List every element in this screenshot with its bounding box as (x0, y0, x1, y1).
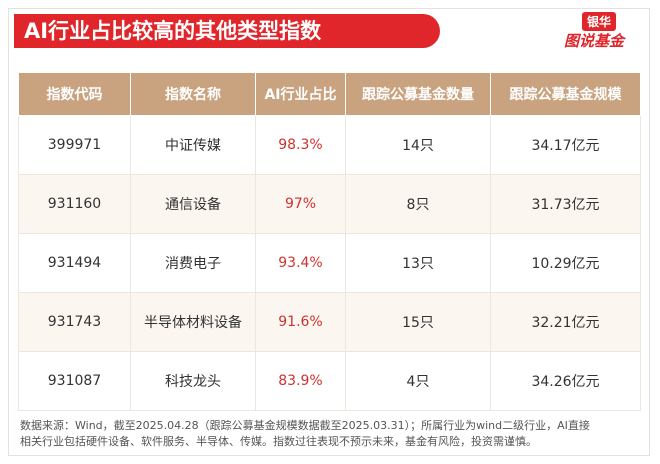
table-cell: 34.17亿元 (490, 115, 641, 175)
table-cell: 97% (255, 174, 346, 234)
table-cell: 消费电子 (130, 233, 256, 293)
footnote: 数据来源：Wind，截至2025.04.28（跟踪公募基金规模数据截至2025.… (20, 418, 644, 450)
header-row: 指数代码 指数名称 AI行业占比 跟踪公募基金数量 跟踪公募基金规模 (18, 72, 641, 116)
table-cell: 931494 (18, 233, 131, 293)
table-cell: 34.26亿元 (490, 351, 641, 411)
table-row: 931160 通信设备 97% 8只 31.73亿元 (18, 174, 641, 234)
column-header: AI行业占比 (255, 72, 346, 116)
table-cell: 通信设备 (130, 174, 256, 234)
table-cell: 399971 (18, 115, 131, 175)
logo-brand: 银华 (582, 12, 617, 31)
table-row: 399971 中证传媒 98.3% 14只 34.17亿元 (18, 115, 641, 175)
title: AI行业占比较高的其他类型指数 (14, 14, 440, 48)
table-body: 399971 中证传媒 98.3% 14只 34.17亿元 931160 通信设备 97% 8只… (18, 115, 641, 411)
table-cell: 31.73亿元 (490, 174, 641, 234)
table-cell: 13只 (345, 233, 491, 293)
frame (8, 8, 650, 456)
table-cell: 931160 (18, 174, 131, 234)
footnote-line: 相关行业包括硬件设备、软件服务、半导体、传媒。指数过往表现不预示未来，基金有风险… (20, 435, 537, 448)
table-cell: 15只 (345, 292, 491, 352)
column-header: 指数代码 (18, 72, 131, 116)
table-cell: 91.6% (255, 292, 346, 352)
column-header: 指数名称 (130, 72, 256, 116)
column-header: 跟踪公募基金数量 (345, 72, 491, 116)
table-cell: 半导体材料设备 (130, 292, 256, 352)
table-cell: 14只 (345, 115, 491, 175)
table-cell: 98.3% (255, 115, 346, 175)
table-cell: 83.9% (255, 351, 346, 411)
table-cell: 931087 (18, 351, 131, 411)
table-cell: 10.29亿元 (490, 233, 641, 293)
footnote-line: 数据来源：Wind，截至2025.04.28（跟踪公募基金规模数据截至2025.… (20, 419, 590, 432)
logo-sub: 图说基金 (564, 32, 625, 50)
table-cell: 32.21亿元 (490, 292, 641, 352)
table-cell: 科技龙头 (130, 351, 256, 411)
table-row: 931743 半导体材料设备 91.6% 15只 32.21亿元 (18, 292, 641, 352)
table-cell: 8只 (345, 174, 491, 234)
table-cell: 4只 (345, 351, 491, 411)
table-cell: 中证传媒 (130, 115, 256, 175)
table: 指数代码 指数名称 AI行业占比 跟踪公募基金数量 跟踪公募基金规模 399971 中证传… (18, 72, 641, 411)
logo: 银华 图说基金 (560, 12, 646, 52)
table-cell: 93.4% (255, 233, 346, 293)
table-cell: 931743 (18, 292, 131, 352)
table-row: 931087 科技龙头 83.9% 4只 34.26亿元 (18, 351, 641, 411)
column-header: 跟踪公募基金规模 (490, 72, 641, 116)
table-row: 931494 消费电子 93.4% 13只 10.29亿元 (18, 233, 641, 293)
